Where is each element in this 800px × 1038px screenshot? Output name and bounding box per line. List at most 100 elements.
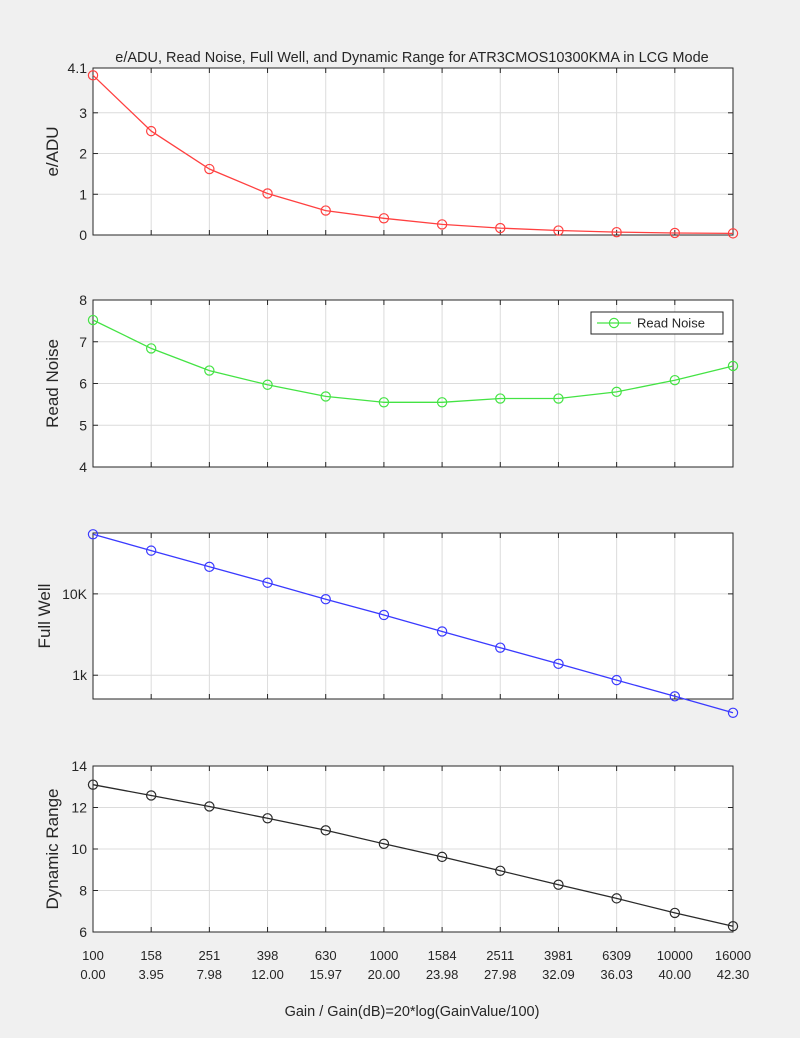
x-tick-label: 158: [140, 948, 162, 963]
data-point: [87, 529, 99, 540]
y-tick-label: 7: [79, 334, 87, 350]
y-tick-label: 3: [79, 105, 87, 121]
y-tick-label: 2: [79, 146, 87, 162]
x-tick-label: 1584: [428, 948, 457, 963]
x-tick-label: 398: [257, 948, 279, 963]
data-point: [320, 593, 331, 605]
y-tick-label: 14: [71, 758, 87, 774]
data-point: [262, 379, 273, 390]
data-point: [553, 393, 564, 404]
y-tick-label: 8: [79, 883, 87, 899]
data-point: [669, 907, 681, 919]
chart-panel-4: 6 8 10 12 14 Dynamic Range 100 0.00 158 3.95 251 7.…: [43, 758, 751, 982]
legend-box: [590, 311, 724, 335]
legend: Read Noise: [590, 311, 724, 335]
x-tick-label-db: 40.00: [659, 967, 692, 982]
series-line: [92, 74, 734, 235]
chart-panel-2: 4 5 6 7 8 Read Noise Read Noise: [43, 292, 739, 475]
y-axis-label: Dynamic Range: [43, 789, 62, 910]
data-point: [320, 391, 331, 402]
data-point: [495, 393, 506, 404]
y-axis-label: Full Well: [35, 584, 54, 649]
x-tick-label: 6309: [602, 948, 631, 963]
data-point: [669, 374, 681, 386]
x-tick-label: 251: [199, 948, 221, 963]
data-point: [553, 225, 564, 236]
x-tick-label-db: 15.97: [309, 967, 342, 982]
legend-marker: [608, 317, 620, 329]
y-tick-label: 8: [79, 292, 87, 308]
data-point: [436, 219, 448, 230]
chart-panel-1: 0 1 2 3 4.1 e/ADU: [43, 60, 739, 243]
data-point: [727, 707, 739, 719]
y-tick-label: 12: [71, 800, 87, 816]
data-point: [320, 205, 331, 216]
data-point: [204, 163, 215, 175]
y-axis-label: e/ADU: [43, 126, 62, 176]
axes-box: [92, 67, 734, 236]
data-point: [611, 226, 622, 238]
data-point: [204, 561, 215, 573]
y-tick-label: 6: [79, 376, 87, 392]
x-tick-label-db: 0.00: [80, 967, 105, 982]
data-point: [727, 920, 739, 932]
x-tick-label-db: 42.30: [717, 967, 750, 982]
data-point: [262, 577, 273, 588]
data-point: [669, 227, 681, 239]
data-point: [87, 779, 99, 790]
data-point: [669, 691, 681, 702]
plot-area: [93, 533, 733, 699]
x-tick-label-db: 32.09: [542, 967, 575, 982]
y-tick-label: 10K: [62, 586, 88, 602]
data-point: [495, 222, 506, 234]
data-point: [145, 343, 157, 354]
data-point: [436, 851, 448, 863]
series-line: [92, 319, 734, 403]
data-point: [145, 545, 157, 556]
x-tick-label-db: 23.98: [426, 967, 459, 982]
y-axis-label: Read Noise: [43, 339, 62, 428]
y-tick-label: 1: [79, 186, 87, 202]
data-point: [611, 893, 622, 904]
x-tick-label-db: 12.00: [251, 967, 284, 982]
data-point: [436, 626, 448, 637]
x-tick-label-db: 20.00: [368, 967, 401, 982]
data-point: [553, 658, 564, 670]
data-point: [495, 642, 506, 653]
y-tick-label: 5: [79, 417, 87, 433]
x-tick-label: 630: [315, 948, 337, 963]
series-line: [92, 784, 734, 927]
legend-label: Read Noise: [637, 316, 705, 331]
x-axis-label: Gain / Gain(dB)=20*log(GainValue/100): [285, 1004, 540, 1020]
figure-title: e/ADU, Read Noise, Full Well, and Dynami…: [115, 50, 708, 66]
x-tick-label: 3981: [544, 948, 573, 963]
data-point: [436, 397, 448, 408]
series-line: [92, 533, 734, 714]
data-point: [727, 228, 739, 239]
y-tick-label: 4: [79, 459, 87, 475]
y-tick-label: 0: [79, 227, 87, 243]
data-point: [320, 825, 331, 836]
data-point: [204, 801, 215, 812]
y-tick-label: 4.1: [68, 60, 88, 76]
plot-area: [93, 68, 733, 235]
data-point: [553, 879, 564, 890]
data-point: [378, 397, 390, 408]
x-tick-label: 16000: [715, 948, 751, 963]
y-tick-label: 6: [79, 924, 87, 940]
data-point: [378, 838, 390, 850]
chart-panel-3: 1k 10K Full Well: [35, 529, 739, 719]
x-tick-label-db: 36.03: [600, 967, 633, 982]
data-point: [87, 314, 99, 326]
data-point: [204, 365, 215, 376]
data-point: [262, 813, 273, 824]
x-tick-label: 100: [82, 948, 104, 963]
x-tick-label-db: 7.98: [197, 967, 222, 982]
data-point: [727, 360, 739, 372]
data-point: [145, 790, 157, 801]
x-tick-label-db: 27.98: [484, 967, 517, 982]
x-tick-label: 2511: [486, 948, 514, 963]
data-point: [378, 213, 390, 224]
data-point: [378, 609, 390, 621]
